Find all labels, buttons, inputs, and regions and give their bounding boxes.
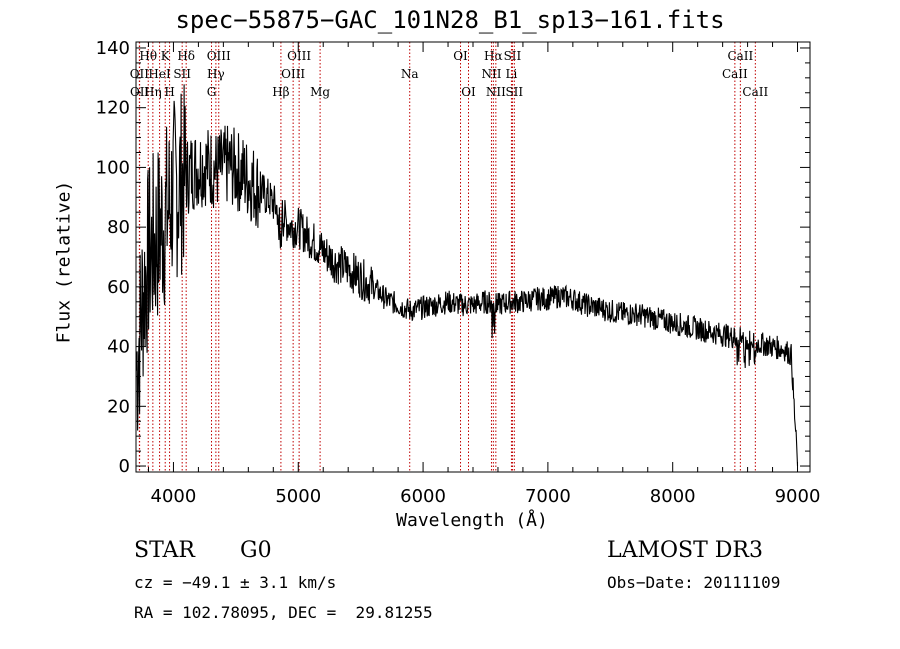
y-tick-label-0: 0 (119, 456, 130, 477)
line-label-16: Na (401, 67, 419, 81)
x-tick-label-2: 6000 (400, 486, 446, 507)
line-label-11: G (207, 85, 217, 99)
line-label-10: Hγ (207, 67, 225, 81)
line-label-21: NII (481, 67, 501, 81)
line-label-6: H (164, 85, 174, 99)
line-label-24: SII (505, 85, 523, 99)
survey-name: LAMOST DR3 (607, 538, 763, 563)
x-tick-label-3: 7000 (525, 486, 571, 507)
line-label-23: NII (486, 85, 506, 99)
line-label-26: CaII (722, 67, 748, 81)
x-tick-label-5: 9000 (775, 486, 821, 507)
line-label-4: HeI (148, 67, 171, 81)
x-tick-label-0: 4000 (151, 486, 197, 507)
line-label-25: CaII (727, 49, 753, 63)
y-tick-label-6: 120 (96, 98, 130, 119)
line-label-2: OII (130, 85, 150, 99)
y-tick-label-7: 140 (96, 38, 130, 59)
x-tick-label-1: 5000 (275, 486, 321, 507)
line-label-14: Hβ (272, 85, 289, 99)
line-label-15: Mg (310, 85, 330, 99)
line-label-18: OI (461, 85, 476, 99)
x-axis-label: Wavelength (Å) (396, 510, 548, 531)
object-class: STAR (134, 538, 195, 563)
y-tick-label-4: 80 (107, 217, 130, 238)
line-label-17: OI (453, 49, 468, 63)
redshift-readout: cz = −49.1 ± 3.1 km/s (134, 573, 337, 592)
coordinates: RA = 102.78095, DEC = 29.81255 (134, 603, 433, 622)
line-label-12: OIII (287, 49, 311, 63)
line-label-19: Hα (484, 49, 503, 63)
line-label-0: Hθ (139, 49, 157, 63)
line-label-9: OIII (207, 49, 231, 63)
line-label-20: SII (504, 49, 522, 63)
chart-title: spec−55875−GAC_101N28_B1_sp13−161.fits (175, 6, 725, 34)
y-tick-label-3: 60 (107, 277, 130, 298)
plot-frame (135, 41, 811, 473)
obs-date: Obs−Date: 20111109 (607, 573, 781, 592)
line-label-27: CaII (742, 85, 768, 99)
line-label-8: SII (173, 67, 191, 81)
y-tick-label-2: 40 (107, 337, 130, 358)
line-label-5: Hη (144, 85, 162, 99)
y-tick-label-1: 20 (107, 396, 130, 417)
line-label-3: K (161, 49, 171, 63)
x-tick-label-4: 8000 (650, 486, 696, 507)
spectrum-series-flux (136, 84, 799, 467)
line-label-13: OIII (281, 67, 305, 81)
line-label-22: Li (506, 67, 518, 81)
line-label-7: Hδ (177, 49, 195, 63)
y-tick-label-5: 100 (96, 157, 130, 178)
object-subclass: G0 (240, 538, 272, 563)
